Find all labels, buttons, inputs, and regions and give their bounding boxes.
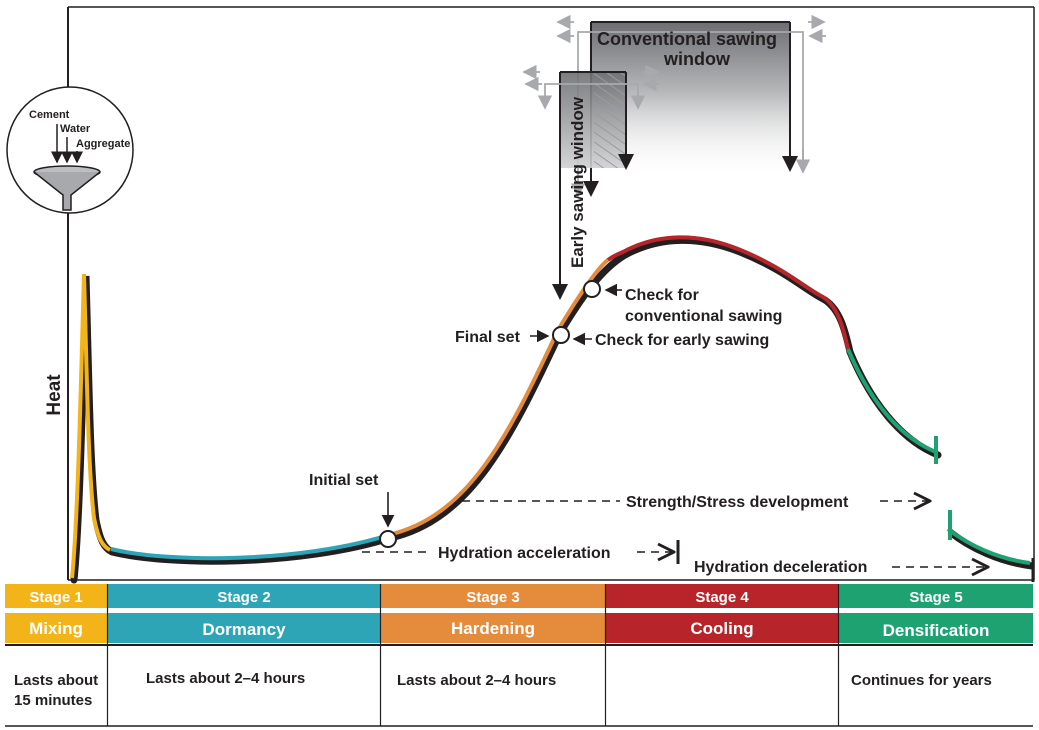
- early-window-label: Early sawing window: [568, 96, 587, 268]
- hydration-acceleration-label: Hydration acceleration: [438, 545, 611, 562]
- duration-stage3: Lasts about 2–4 hours: [397, 672, 556, 689]
- hydration-deceleration-label: Hydration deceleration: [694, 559, 867, 576]
- stage-row: Stage 1 Stage 2 Stage 3 Stage 4 Stage 5: [5, 584, 1033, 608]
- stage-cell-4: [606, 584, 838, 608]
- y-axis-label: Heat: [44, 374, 65, 416]
- phase-label-2: Dormancy: [202, 620, 286, 639]
- initial-set-marker: [379, 530, 397, 548]
- curve-segment-stage5-tail: [946, 527, 1031, 565]
- inset-label-water: Water: [60, 123, 91, 135]
- phase-cell-3: [381, 613, 605, 643]
- stage-label-2: Stage 2: [217, 589, 270, 606]
- final-set-label: Final set: [455, 329, 521, 346]
- check-early-sawing-label: Check for early sawing: [595, 332, 769, 349]
- stage-label-4: Stage 4: [695, 589, 749, 606]
- curve-segment-stage2: [110, 533, 390, 561]
- early-sawing-window: Early sawing window: [522, 64, 660, 300]
- duration-stage1-line1: Lasts about: [14, 672, 98, 689]
- chart-frame: [67, 6, 1035, 581]
- stage-cell-1: [5, 584, 107, 608]
- stage-label-5: Stage 5: [909, 589, 962, 606]
- inset-label-cement: Cement: [29, 109, 70, 121]
- phase-label-5: Densification: [883, 621, 990, 640]
- heat-curve: [70, 235, 1035, 584]
- curve-segment-stage5: [846, 348, 937, 454]
- phase-label-4: Cooling: [690, 619, 753, 638]
- initial-set-label: Initial set: [309, 472, 379, 489]
- stage-table: Stage 1 Stage 2 Stage 3 Stage 4 Stage 5 …: [5, 584, 1033, 727]
- duration-stage1-line2: 15 minutes: [14, 692, 92, 709]
- stage-cell-5: [839, 584, 1033, 608]
- mix-ingredients-inset: Cement Water Aggregate: [6, 86, 134, 214]
- phase-row: Mixing Dormancy Hardening Cooling Densif…: [5, 613, 1033, 643]
- phase-cell-5: [839, 613, 1033, 643]
- strength-stress-label: Strength/Stress development: [626, 494, 849, 511]
- check-conventional-label-line2: conventional sawing: [625, 308, 782, 325]
- curve-segment-stage1: [70, 273, 112, 579]
- stage-label-1: Stage 1: [29, 589, 82, 606]
- inset-label-aggregate: Aggregate: [76, 138, 130, 150]
- stage-cell-2: [108, 584, 380, 608]
- conventional-check-marker: [583, 280, 601, 298]
- conventional-window-label-line1: Conventional sawing: [597, 29, 777, 49]
- check-conventional-label-line1: Check for: [625, 287, 699, 304]
- phase-label-1: Mixing: [29, 619, 83, 638]
- stage-label-3: Stage 3: [466, 589, 519, 606]
- curve-segment-stage4: [606, 235, 850, 350]
- conventional-window-label-line2: window: [663, 49, 731, 69]
- funnel-icon: [33, 165, 101, 211]
- duration-stage2: Lasts about 2–4 hours: [146, 670, 305, 687]
- duration-stage5: Continues for years: [851, 672, 992, 689]
- phase-label-3: Hardening: [451, 619, 535, 638]
- phase-cell-4: [606, 613, 838, 643]
- final-set-marker: [552, 326, 570, 344]
- stage-cell-3: [381, 584, 605, 608]
- phase-cell-2: [108, 613, 380, 643]
- curve-segment-stage3: [387, 258, 610, 537]
- phase-cell-1: [5, 613, 107, 643]
- heat-curve-shadow: [70, 236, 942, 584]
- duration-row: Lasts about 15 minutes Lasts about 2–4 h…: [14, 670, 992, 709]
